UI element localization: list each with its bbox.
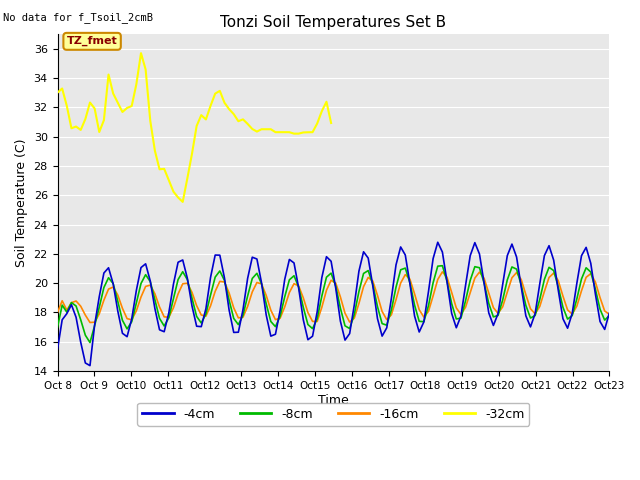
Legend: -4cm, -8cm, -16cm, -32cm: -4cm, -8cm, -16cm, -32cm <box>138 403 529 426</box>
Text: TZ_fmet: TZ_fmet <box>67 36 118 47</box>
Text: No data for f_Tsoil_2cmB: No data for f_Tsoil_2cmB <box>3 12 153 23</box>
Title: Tonzi Soil Temperatures Set B: Tonzi Soil Temperatures Set B <box>220 15 447 30</box>
Y-axis label: Soil Temperature (C): Soil Temperature (C) <box>15 138 28 267</box>
X-axis label: Time: Time <box>318 394 349 407</box>
